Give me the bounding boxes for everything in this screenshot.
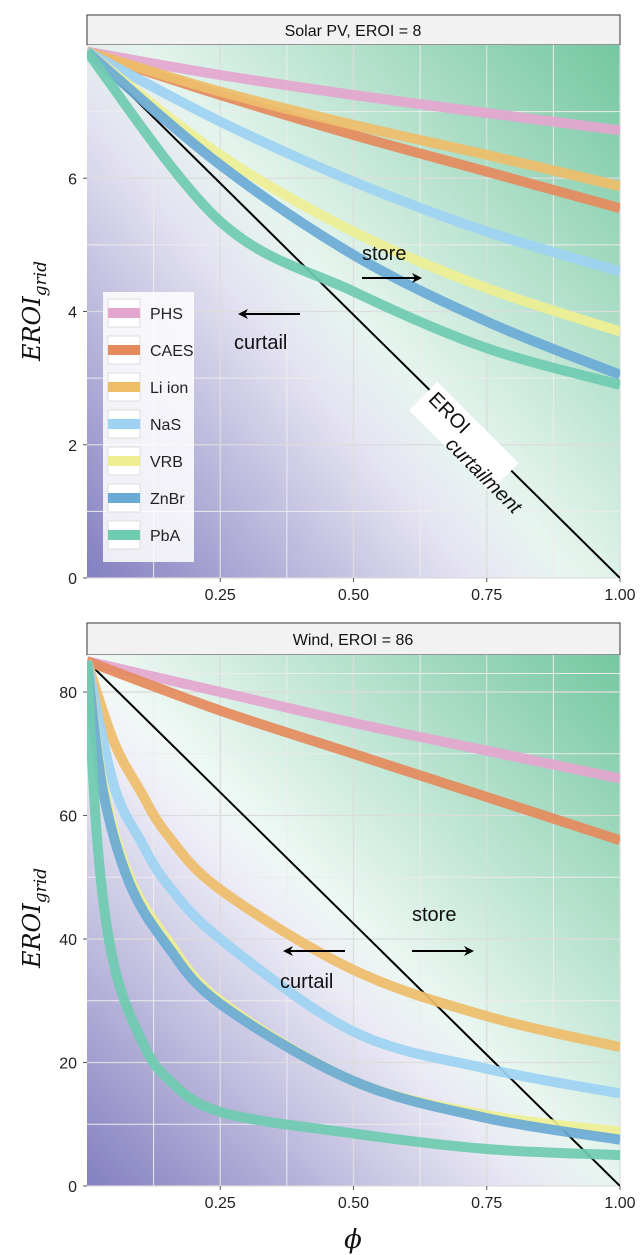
y-tick-label: 6	[68, 171, 77, 188]
panel-title-solar: Solar PV, EROI = 8	[285, 23, 422, 40]
legend-swatch	[108, 308, 140, 318]
ylabel-solar: EROIgrid	[18, 261, 51, 362]
y-tick-label: 80	[59, 685, 77, 702]
ylabel-wind: EROIgrid	[18, 868, 51, 969]
y-tick-label: 2	[68, 438, 77, 455]
panel-solar: Solar PV, EROI = 8 0.25 0.50 0.75 1.000246 …	[18, 14, 636, 604]
store-label: store	[362, 243, 406, 265]
series-line-znbr	[87, 660, 620, 1145]
ticks-wind: 0.25 0.50 0.75 1.00 0 20 40 60 80	[59, 685, 635, 1212]
ticks-solar: 0.25 0.50 0.75 1.00 0 2 4 6	[68, 171, 636, 604]
series-line-pba	[87, 48, 620, 390]
series-line-caes	[87, 656, 620, 845]
x-tick-label: 1.00	[604, 587, 635, 604]
curtail-label: curtail	[280, 971, 333, 993]
panel-title-wind: Wind, EROI = 86	[293, 632, 414, 649]
curtailment-line	[87, 660, 620, 1186]
x-tick-label: 0.25	[205, 587, 236, 604]
legend-label: PHS	[150, 306, 183, 323]
svg-text:EROIgrid: EROIgrid	[18, 261, 51, 362]
legend-label: PbA	[150, 528, 181, 545]
panel-wind: Wind, EROI = 86 0.25 0.50 0.75 1.00 0 20 40 60 8…	[18, 622, 636, 1255]
ylabel-sub: grid	[31, 868, 51, 903]
legend-swatch	[108, 345, 140, 355]
strip-wind	[86, 622, 621, 656]
x-tick-label: 0.50	[338, 1195, 369, 1212]
curtailment-line	[87, 50, 620, 578]
xlabel-phi: ϕ	[344, 1225, 362, 1255]
curtail-label: curtail	[234, 332, 287, 354]
legend-label: VRB	[150, 454, 183, 471]
x-tick-label: 1.00	[604, 1195, 635, 1212]
y-tick-label: 60	[59, 809, 77, 826]
ylabel-main: EROI	[18, 903, 46, 969]
series-line-li-ion	[87, 659, 620, 1052]
y-tick-label: 0	[68, 1179, 77, 1196]
y-tick-label: 4	[68, 305, 77, 322]
store-label: store	[412, 904, 456, 926]
series-line-nas	[87, 47, 620, 277]
series-line-znbr	[87, 47, 620, 380]
legend: PHS CAES Li ion NaS VRB ZnBr PbA	[103, 292, 194, 562]
y-tick-label: 0	[68, 571, 77, 588]
series-line-li-ion	[87, 46, 620, 192]
legend-swatch	[108, 419, 140, 429]
series-line-nas	[87, 660, 620, 1099]
legend-swatch	[108, 382, 140, 392]
ylabel-sub: grid	[31, 261, 51, 296]
series-line-phs	[87, 656, 620, 784]
x-tick-label: 0.50	[338, 587, 369, 604]
x-tick-label: 0.25	[205, 1195, 236, 1212]
y-tick-label: 40	[59, 932, 77, 949]
series-solar	[87, 46, 620, 578]
x-tick-label: 0.75	[471, 1195, 502, 1212]
ylabel-main: EROI	[18, 296, 46, 362]
legend-label: NaS	[150, 417, 181, 434]
x-tick-label: 0.75	[471, 587, 502, 604]
legend-label: Li ion	[150, 380, 188, 397]
legend-swatch	[108, 456, 140, 466]
series-line-phs	[87, 46, 620, 136]
legend-label: ZnBr	[150, 491, 185, 508]
series-wind	[87, 656, 620, 1186]
label-background	[409, 381, 519, 492]
legend-swatch	[108, 530, 140, 540]
y-tick-label: 20	[59, 1056, 77, 1073]
svg-text:EROIgrid: EROIgrid	[18, 868, 51, 969]
series-line-pba	[87, 660, 620, 1161]
legend-label: CAES	[150, 343, 194, 360]
strip-solar	[86, 14, 621, 46]
legend-swatch	[108, 493, 140, 503]
